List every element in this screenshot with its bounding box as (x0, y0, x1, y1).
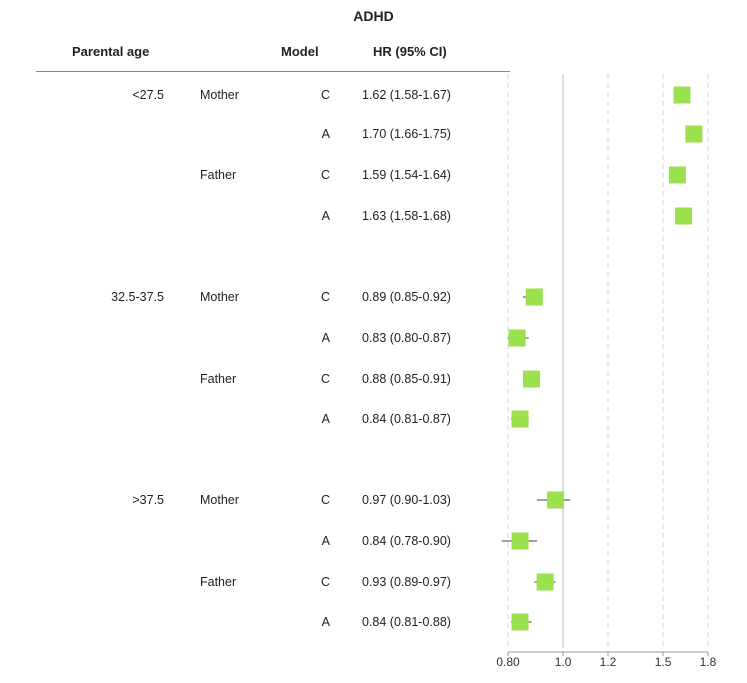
x-tick-label: 1.0 (555, 655, 572, 669)
row-model: A (321, 615, 330, 629)
row-parent: Mother (200, 493, 239, 507)
row-hr-ci: 1.63 (1.58-1.68) (362, 209, 451, 223)
row-hr-ci: 0.88 (0.85-0.91) (362, 372, 451, 386)
row-parental-age: >37.5 (132, 493, 164, 507)
hr-marker (511, 613, 529, 631)
row-hr-ci: 0.84 (0.78-0.90) (362, 534, 451, 548)
row-model: C (320, 168, 330, 182)
hr-marker (525, 288, 543, 306)
hr-marker (668, 166, 686, 184)
row-model: C (320, 88, 330, 102)
hr-marker (511, 532, 529, 550)
row-hr-ci: 0.89 (0.85-0.92) (362, 290, 451, 304)
row-hr-ci: 1.59 (1.54-1.64) (362, 168, 451, 182)
row-model: A (321, 534, 330, 548)
row-parent: Father (200, 575, 237, 589)
header-model: Model (281, 44, 319, 59)
hr-marker (685, 125, 703, 143)
row-parental-age: 32.5-37.5 (111, 290, 164, 304)
row-hr-ci: 0.84 (0.81-0.87) (362, 412, 451, 426)
row-parent: Father (200, 372, 237, 386)
row-model: C (320, 372, 330, 386)
row-hr-ci: 1.70 (1.66-1.75) (362, 127, 451, 141)
header-hr: HR (95% CI) (373, 44, 447, 59)
row-model: C (320, 290, 330, 304)
row-hr-ci: 0.97 (0.90-1.03) (362, 493, 451, 507)
row-hr-ci: 1.62 (1.58-1.67) (362, 88, 451, 102)
hr-marker (523, 370, 541, 388)
x-tick-label: 1.2 (600, 655, 617, 669)
hr-marker (673, 86, 691, 104)
hr-marker (508, 329, 526, 347)
row-hr-ci: 0.84 (0.81-0.88) (362, 615, 451, 629)
row-model: C (320, 493, 330, 507)
chart-title: ADHD (353, 8, 394, 24)
hr-marker (547, 491, 565, 509)
row-parent: Mother (200, 88, 239, 102)
hr-marker (675, 207, 693, 225)
row-parental-age: <27.5 (132, 88, 164, 102)
row-model: A (321, 412, 330, 426)
row-hr-ci: 0.93 (0.89-0.97) (362, 575, 451, 589)
hr-marker (511, 410, 529, 428)
row-model: A (321, 209, 330, 223)
x-tick-label: 1.8 (700, 655, 717, 669)
x-tick-label: 1.5 (655, 655, 672, 669)
row-model: A (321, 127, 330, 141)
hr-marker (536, 573, 554, 591)
row-parent: Mother (200, 290, 239, 304)
header-rule (36, 71, 510, 72)
row-model: A (321, 331, 330, 345)
row-hr-ci: 0.83 (0.80-0.87) (362, 331, 451, 345)
header-parental-age: Parental age (72, 44, 150, 59)
row-model: C (320, 575, 330, 589)
row-parent: Father (200, 168, 237, 182)
x-tick-label: 0.80 (496, 655, 520, 669)
